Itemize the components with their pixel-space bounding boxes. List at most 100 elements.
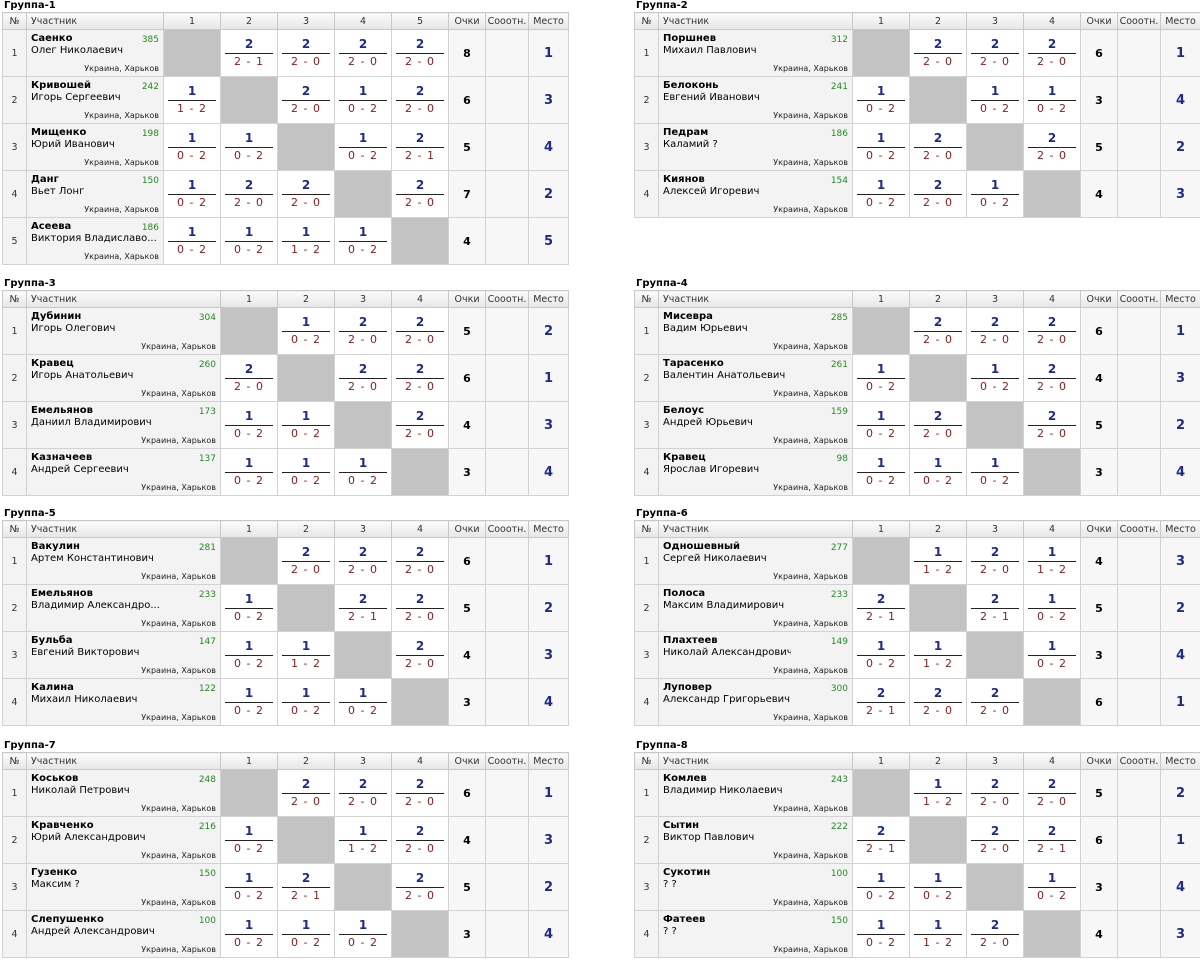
player-cell[interactable]: Белоконь Евгений Иванович 241 Украина, Харь…: [658, 76, 853, 124]
match-result[interactable]: 2 2 - 0: [966, 307, 1024, 355]
player-surname[interactable]: Поршнев: [663, 33, 717, 44]
match-result[interactable]: 1 0 - 2: [1023, 76, 1081, 124]
player-cell[interactable]: Дубинин Игорь Олегович 304 Украина, Харьков: [26, 307, 221, 355]
match-result[interactable]: 1 0 - 2: [334, 910, 392, 958]
match-result[interactable]: 1 1 - 2: [909, 910, 967, 958]
match-result[interactable]: 1 0 - 2: [334, 448, 392, 496]
match-result[interactable]: 1 0 - 2: [277, 910, 335, 958]
match-result[interactable]: 1 0 - 2: [220, 123, 278, 171]
match-result[interactable]: 1 0 - 2: [220, 401, 278, 449]
match-result[interactable]: 1 0 - 2: [852, 863, 910, 911]
match-result[interactable]: 1 0 - 2: [966, 170, 1024, 218]
match-result[interactable]: 1 0 - 2: [966, 76, 1024, 124]
player-surname[interactable]: Белоконь: [663, 80, 719, 91]
match-result[interactable]: 1 0 - 2: [334, 76, 392, 124]
player-cell[interactable]: Кривошей Игорь Сергеевич 242 Украина, Харьк…: [26, 76, 164, 124]
match-result[interactable]: 1 0 - 2: [220, 217, 278, 265]
match-result[interactable]: 2 2 - 0: [966, 769, 1024, 817]
player-surname[interactable]: Луповер: [663, 682, 712, 693]
match-result[interactable]: 1 0 - 2: [966, 448, 1024, 496]
match-result[interactable]: 1 0 - 2: [966, 354, 1024, 402]
match-result[interactable]: 2 2 - 0: [334, 769, 392, 817]
match-result[interactable]: 1 0 - 2: [852, 401, 910, 449]
player-cell[interactable]: Емельянов Владимир Александро... 233 Украин…: [26, 584, 221, 632]
match-result[interactable]: 2 2 - 0: [334, 354, 392, 402]
player-surname[interactable]: Емельянов: [31, 405, 93, 416]
player-surname[interactable]: Сытин: [663, 820, 700, 831]
match-result[interactable]: 2 2 - 0: [334, 307, 392, 355]
match-result[interactable]: 2 2 - 0: [391, 631, 449, 679]
match-result[interactable]: 1 0 - 2: [909, 448, 967, 496]
player-surname[interactable]: Фатеев: [663, 914, 706, 925]
player-surname[interactable]: Полоса: [663, 588, 706, 599]
player-surname[interactable]: Одношевный: [663, 541, 741, 552]
match-result[interactable]: 1 0 - 2: [277, 307, 335, 355]
player-cell[interactable]: Емельянов Даниил Владимирович 173 Украина, …: [26, 401, 221, 449]
match-result[interactable]: 2 2 - 0: [220, 354, 278, 402]
player-surname[interactable]: Кривошей: [31, 80, 91, 91]
match-result[interactable]: 1 0 - 2: [277, 448, 335, 496]
match-result[interactable]: 2 2 - 0: [277, 537, 335, 585]
match-result[interactable]: 2 2 - 0: [966, 29, 1024, 77]
match-result[interactable]: 1 0 - 2: [852, 448, 910, 496]
match-result[interactable]: 2 2 - 0: [909, 678, 967, 726]
match-result[interactable]: 1 0 - 2: [220, 584, 278, 632]
match-result[interactable]: 1 0 - 2: [334, 678, 392, 726]
player-cell[interactable]: Бульба Евгений Викторович 147 Украина, Харь…: [26, 631, 221, 679]
match-result[interactable]: 1 0 - 2: [277, 678, 335, 726]
player-surname[interactable]: Саенко: [31, 33, 73, 44]
player-cell[interactable]: Киянов Алексей Игоревич 154 Украина, Харько…: [658, 170, 853, 218]
match-result[interactable]: 2 2 - 0: [277, 769, 335, 817]
match-result[interactable]: 1 0 - 2: [334, 123, 392, 171]
player-cell[interactable]: Мищенко Юрий Иванович 198 Украина, Харьков: [26, 123, 164, 171]
match-result[interactable]: 1 1 - 2: [909, 769, 967, 817]
player-surname[interactable]: Белоус: [663, 405, 705, 416]
player-cell[interactable]: Данг Вьет Лонг 150 Украина, Харьков: [26, 170, 164, 218]
match-result[interactable]: 1 1 - 2: [1023, 537, 1081, 585]
match-result[interactable]: 2 2 - 0: [1023, 769, 1081, 817]
match-result[interactable]: 1 1 - 2: [909, 537, 967, 585]
match-result[interactable]: 1 0 - 2: [220, 816, 278, 864]
match-result[interactable]: 1 0 - 2: [852, 631, 910, 679]
match-result[interactable]: 1 0 - 2: [277, 401, 335, 449]
player-cell[interactable]: Вакулин Артем Константинович 281 Украина, Х…: [26, 537, 221, 585]
match-result[interactable]: 1 0 - 2: [909, 863, 967, 911]
player-surname[interactable]: Казначеев: [31, 452, 93, 463]
match-result[interactable]: 1 0 - 2: [163, 170, 221, 218]
match-result[interactable]: 2 2 - 0: [1023, 401, 1081, 449]
match-result[interactable]: 2 2 - 1: [852, 816, 910, 864]
match-result[interactable]: 2 2 - 0: [391, 816, 449, 864]
player-cell[interactable]: Поршнев Михаил Павлович 312 Украина, Харько…: [658, 29, 853, 77]
match-result[interactable]: 2 2 - 0: [966, 816, 1024, 864]
match-result[interactable]: 2 2 - 0: [966, 537, 1024, 585]
player-cell[interactable]: Фатеев? ? 150 Украина, Харьков: [658, 910, 853, 958]
match-result[interactable]: 2 2 - 0: [909, 401, 967, 449]
match-result[interactable]: 1 0 - 2: [220, 448, 278, 496]
match-result[interactable]: 2 2 - 0: [277, 170, 335, 218]
match-result[interactable]: 2 2 - 0: [909, 123, 967, 171]
match-result[interactable]: 2 2 - 1: [1023, 816, 1081, 864]
match-result[interactable]: 1 1 - 2: [163, 76, 221, 124]
player-surname[interactable]: Кравченко: [31, 820, 94, 831]
match-result[interactable]: 2 2 - 0: [391, 354, 449, 402]
player-surname[interactable]: Сукотин: [663, 867, 711, 878]
player-cell[interactable]: Асеева Виктория Владиславо... 186 Украина, …: [26, 217, 164, 265]
match-result[interactable]: 1 0 - 2: [852, 170, 910, 218]
match-result[interactable]: 2 2 - 0: [391, 584, 449, 632]
match-result[interactable]: 2 2 - 0: [220, 170, 278, 218]
player-surname[interactable]: Тарасенко: [663, 358, 724, 369]
player-cell[interactable]: Тарасенко Валентин Анатольевич 261 Украина,…: [658, 354, 853, 402]
match-result[interactable]: 1 0 - 2: [1023, 863, 1081, 911]
player-surname[interactable]: Педрам: [663, 127, 709, 138]
player-surname[interactable]: Асеева: [31, 221, 72, 232]
match-result[interactable]: 2 2 - 0: [334, 29, 392, 77]
match-result[interactable]: 1 0 - 2: [852, 910, 910, 958]
player-surname[interactable]: Мисевра: [663, 311, 713, 322]
match-result[interactable]: 1 0 - 2: [163, 217, 221, 265]
player-cell[interactable]: Мисевра Вадим Юрьевич 285 Украина, Харьков: [658, 307, 853, 355]
player-surname[interactable]: Вакулин: [31, 541, 80, 552]
player-surname[interactable]: Слепушенко: [31, 914, 104, 925]
player-surname[interactable]: Киянов: [663, 174, 705, 185]
match-result[interactable]: 2 2 - 1: [852, 678, 910, 726]
player-cell[interactable]: Сукотин? ? 100 Украина, Харьков: [658, 863, 853, 911]
